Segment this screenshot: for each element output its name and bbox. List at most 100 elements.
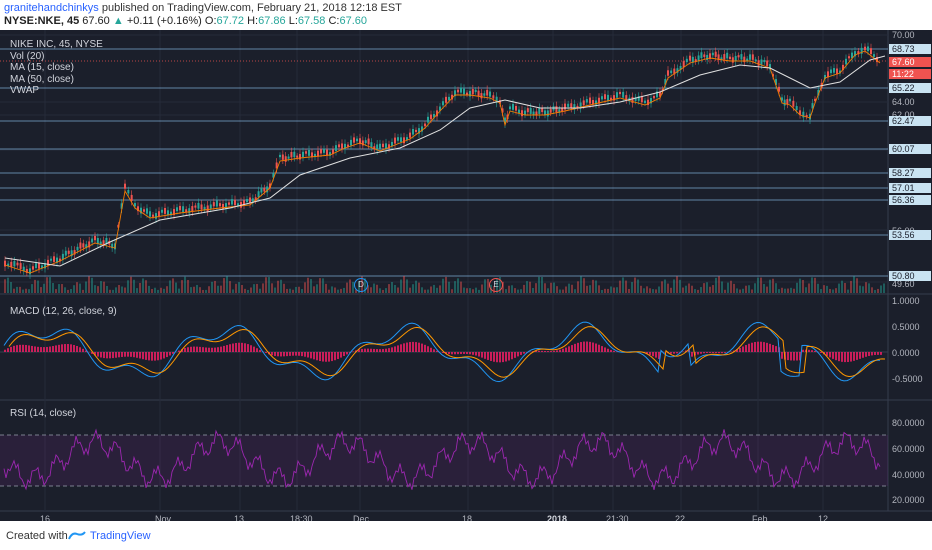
dividend-event-marker[interactable]: D [354, 278, 368, 292]
candle-body [483, 93, 486, 96]
volume-bar [319, 278, 321, 293]
macd-histogram-bar [283, 352, 285, 357]
candle-body [176, 207, 178, 212]
macd-histogram-bar [712, 352, 714, 354]
candle-body [287, 156, 290, 159]
candle-body [743, 56, 746, 63]
candle-body [234, 199, 236, 206]
macd-histogram-bar [691, 352, 693, 357]
macd-histogram-bar [520, 352, 522, 355]
candle-body [61, 253, 64, 260]
candle-body [781, 97, 783, 101]
volume-bar [118, 284, 120, 293]
macd-histogram-bar [82, 348, 84, 352]
legend-volume[interactable]: Vol (20) [10, 50, 45, 62]
macd-histogram-bar [73, 344, 75, 352]
candle-body [222, 203, 224, 209]
volume-bar [685, 285, 687, 293]
macd-legend[interactable]: MACD (12, 26, close, 9) [10, 306, 117, 317]
macd-histogram-bar [271, 352, 273, 356]
author-link[interactable]: granitehandchinkys [4, 2, 99, 14]
candle-body [117, 224, 120, 228]
macd-histogram-bar [484, 352, 486, 359]
candle-body [601, 96, 603, 100]
volume-bar [739, 289, 741, 293]
candle-body [817, 89, 820, 96]
candle-body [824, 74, 826, 79]
legend-vwap[interactable]: VWAP [10, 85, 40, 96]
macd-histogram-bar [433, 349, 435, 352]
macd-histogram-bar [694, 352, 696, 356]
tradingview-brand-link[interactable]: TradingView [90, 530, 151, 542]
symbol-name[interactable]: NYSE:NKE, 45 [4, 15, 80, 27]
candle-body [723, 54, 726, 60]
volume-bar [394, 284, 396, 293]
legend-symbol[interactable]: NIKE INC, 45, NYSE [10, 39, 103, 50]
volume-bar [832, 289, 834, 293]
candle-body [424, 123, 426, 127]
macd-histogram-bar [145, 352, 147, 360]
macd-tick: 1.0000 [892, 296, 920, 306]
volume-bar [223, 278, 225, 293]
volume-bar [259, 288, 261, 293]
candle-body [754, 59, 757, 62]
volume-bar [484, 279, 486, 293]
macd-histogram-bar [361, 348, 363, 352]
volume-bar [754, 283, 756, 293]
low-value: 67.58 [297, 15, 326, 27]
earnings-event-marker[interactable]: E [489, 278, 503, 292]
macd-histogram-bar [118, 352, 120, 358]
legend-ma15[interactable]: MA (15, close) [10, 62, 74, 73]
volume-bar [877, 288, 879, 293]
macd-histogram-bar [568, 346, 570, 352]
chart-area[interactable]: NIKE INC, 45, NYSE Vol (20) MA (15, clos… [0, 30, 932, 524]
macd-histogram-bar [709, 352, 711, 353]
macd-histogram-bar [676, 352, 678, 354]
volume-bar [340, 288, 342, 293]
volume-bar [514, 288, 516, 293]
volume-bar [73, 285, 75, 293]
volume-bar [532, 287, 534, 293]
volume-bar [775, 283, 777, 293]
rsi-legend[interactable]: RSI (14, close) [10, 408, 77, 419]
candle-body [842, 64, 844, 70]
volume-bar [55, 289, 57, 293]
candle-body [367, 138, 370, 145]
candle-body [323, 148, 325, 153]
macd-histogram-bar [223, 345, 225, 352]
macd-histogram-bar [586, 341, 588, 352]
volume-bar [472, 289, 474, 293]
macd-histogram-bar [787, 352, 789, 361]
candle-body [637, 96, 640, 101]
volume-bar [871, 287, 873, 293]
volume-bar [475, 287, 477, 293]
macd-histogram-bar [658, 352, 660, 359]
volume-bar [574, 289, 576, 293]
macd-histogram-bar [337, 352, 339, 360]
legend-ma50[interactable]: MA (50, close) [10, 73, 74, 85]
macd-histogram-bar [343, 352, 345, 357]
candle-body [246, 198, 248, 203]
macd-tick: -0.5000 [892, 374, 923, 384]
macd-histogram-bar [670, 352, 672, 354]
volume-bar [412, 284, 414, 293]
macd-histogram-bar [331, 352, 333, 362]
macd-histogram-bar [244, 343, 246, 352]
volume-bar [160, 287, 162, 293]
volume-bar [16, 286, 18, 293]
candle-body [640, 96, 643, 103]
volume-bar [304, 282, 306, 293]
volume-bar [196, 284, 198, 293]
candle-body [845, 58, 847, 65]
volume-bar [862, 286, 864, 293]
macd-histogram-bar [220, 346, 222, 352]
volume-bar [622, 277, 624, 293]
macd-histogram-bar [121, 352, 123, 357]
chart-canvas[interactable] [0, 30, 932, 521]
candle-body [676, 68, 679, 73]
macd-histogram-bar [334, 352, 336, 361]
volume-bar [88, 276, 90, 293]
candle-body [179, 205, 181, 211]
volume-bar [670, 287, 672, 293]
candle-body [25, 268, 28, 273]
